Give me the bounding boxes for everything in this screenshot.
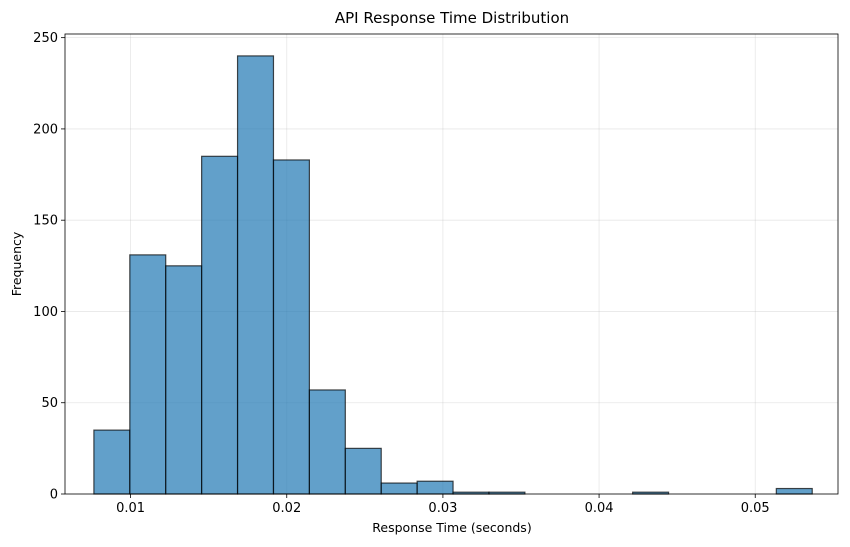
- histogram-bar: [272, 159, 310, 495]
- x-tick-label: 0.01: [116, 501, 145, 516]
- histogram-bar: [201, 155, 239, 495]
- x-tick-label: 0.05: [741, 501, 770, 516]
- histogram-bar: [308, 389, 346, 495]
- histogram-bar: [165, 265, 203, 495]
- y-axis-ticks: 0 50 100 150 200 250: [33, 31, 65, 503]
- y-tick-label: 100: [33, 305, 58, 320]
- x-tick-label: 0.04: [585, 501, 614, 516]
- y-axis-title: Frequency: [9, 231, 24, 296]
- x-tick-label: 0.02: [272, 501, 301, 516]
- histogram-bar: [129, 254, 167, 495]
- histogram-bar: [236, 55, 275, 495]
- x-tick-label: 0.03: [428, 501, 457, 516]
- y-tick-label: 50: [41, 396, 58, 411]
- histogram-bar: [93, 429, 131, 495]
- x-axis-title: Response Time (seconds): [372, 520, 531, 535]
- y-tick-label: 0: [50, 488, 58, 503]
- histogram-bar: [416, 480, 454, 495]
- y-tick-label: 250: [33, 31, 58, 46]
- histogram-bar: [380, 482, 418, 495]
- plot-frame: [64, 33, 839, 495]
- x-axis-ticks: 0.01 0.02 0.03 0.04 0.05: [116, 494, 770, 516]
- chart-title: API Response Time Distribution: [335, 9, 569, 27]
- histogram-bar: [344, 447, 382, 495]
- y-tick-label: 150: [33, 214, 58, 229]
- histogram-bar: [775, 487, 813, 495]
- histogram-bars: [93, 55, 813, 495]
- y-tick-label: 200: [33, 122, 58, 137]
